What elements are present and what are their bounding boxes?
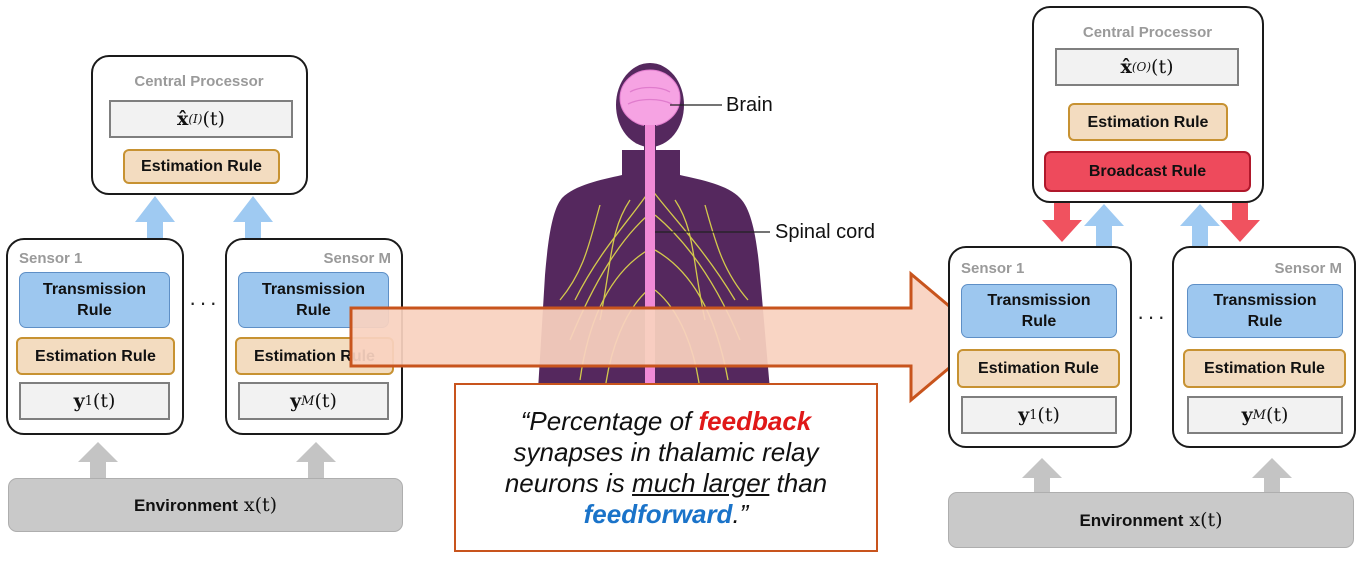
left-central-processor: Central Processor x̂ (I) (t) Estimation Ru… [91, 55, 308, 195]
left-sensor-m-time: (t) [314, 389, 337, 412]
right-sensor-m-y: y [1241, 403, 1253, 426]
left-sensor-1-subscript: 1 [84, 393, 93, 409]
right-estimate-symbol: x̂ [1120, 55, 1132, 78]
right-sensor-1-y: y [1018, 403, 1030, 426]
left-environment-label: Environment [133, 495, 238, 515]
left-sensor-m-measurement: y M (t) [238, 382, 389, 420]
right-sensor-m: Sensor M Transmission Rule Estimation Ru… [1172, 246, 1356, 448]
left-processor-title: Central Processor [134, 73, 264, 90]
left-feedforward-arrows [135, 196, 273, 272]
quote-box: “Percentage of feedback synapses in thal… [454, 383, 878, 552]
right-processor-estimation-rule: Estimation Rule [1068, 103, 1228, 141]
left-estimate-time: (t) [202, 107, 225, 130]
brain-label: Brain [726, 94, 773, 116]
right-uplink-arrow-m [1180, 204, 1220, 282]
right-sensor-m-transmission-label: Transmission Rule [1213, 292, 1317, 330]
left-sensor-1: Sensor 1 Transmission Rule Estimation Ru… [6, 238, 184, 435]
right-sensor-1-subscript: 1 [1029, 407, 1038, 423]
right-estimate-time: (t) [1151, 55, 1174, 78]
right-sensor-1-time: (t) [1037, 403, 1060, 426]
left-sensor-ellipsis: ··· [189, 290, 220, 315]
left-sensor-1-estimation-rule: Estimation Rule [16, 337, 175, 375]
right-sensor-m-subscript: M [1252, 407, 1266, 423]
right-central-processor: Central Processor x̂ (O) (t) Estimation Ru… [1032, 6, 1264, 203]
spinal-cord-label: Spinal cord [775, 221, 876, 243]
right-sensor-1-measurement: y 1 (t) [961, 396, 1117, 434]
left-processor-estimation-rule: Estimation Rule [123, 149, 280, 184]
right-sensor-1: Sensor 1 Transmission Rule Estimation Ru… [948, 246, 1132, 448]
left-sensor-m-y: y [290, 389, 302, 412]
left-sensor-m-subscript: M [301, 393, 315, 409]
left-sensor-1-transmission-label: Transmission Rule [42, 281, 147, 319]
left-uplink-arrow-m [233, 196, 273, 272]
right-environment-state: x(t) [1189, 508, 1223, 531]
quote-line-2: synapses in thalamic relay [513, 436, 819, 467]
right-sensor-m-time: (t) [1265, 403, 1289, 426]
left-sensor-1-measurement: y 1 (t) [19, 382, 170, 420]
quote-line-3b: than [769, 467, 828, 498]
right-sensor-m-measurement: y M (t) [1187, 396, 1343, 434]
right-environment: Environment x(t) [948, 492, 1354, 548]
right-processor-title: Central Processor [1082, 24, 1213, 41]
quote-line-4: feedforward.” [584, 499, 749, 530]
transition-arrow-shape [349, 270, 989, 404]
left-estimate-symbol: x̂ [177, 107, 189, 130]
left-uplink-arrow-1 [135, 196, 175, 272]
right-estimate-superscript: (O) [1131, 59, 1152, 74]
left-sensor-1-transmission-rule: Transmission Rule [19, 272, 170, 328]
right-sensor-m-transmission-rule: Transmission Rule [1187, 284, 1343, 338]
spinal-cord [645, 120, 655, 390]
left-sensor-m-transmission-label: Transmission Rule [261, 281, 366, 319]
left-environment-arrows [78, 442, 336, 478]
left-environment: Environment x(t) [8, 478, 403, 532]
quote-line-3: neurons is much larger than [505, 468, 827, 499]
left-estimate-superscript: (I) [188, 111, 203, 126]
right-sensor-ellipsis: ··· [1137, 304, 1168, 329]
quote-line-3a: neurons is [504, 467, 633, 498]
left-environment-state: x(t) [243, 493, 278, 516]
left-sensor-1-y: y [73, 389, 85, 412]
right-sensor-1-transmission-label: Transmission Rule [987, 292, 1091, 330]
left-sensor-m-title: Sensor M [323, 250, 391, 267]
right-sensor-1-transmission-rule: Transmission Rule [961, 284, 1117, 338]
right-feedforward-arrows [1084, 204, 1220, 282]
right-processor-estimate: x̂ (O) (t) [1055, 48, 1239, 86]
quote-open: “Percentage of [520, 405, 699, 436]
left-sensor-1-time: (t) [92, 389, 116, 412]
right-uplink-arrow-1 [1084, 204, 1124, 282]
right-environment-arrows [1022, 458, 1292, 492]
quote-line-1: “Percentage of feedback [521, 406, 812, 437]
quote-underlined: much larger [632, 467, 770, 498]
right-downlink-arrow-1 [1042, 190, 1082, 242]
right-sensor-1-estimation-rule: Estimation Rule [957, 349, 1120, 388]
right-processor-broadcast-rule: Broadcast Rule [1044, 151, 1251, 192]
quote-feedback-word: feedback [698, 405, 812, 436]
right-environment-label: Environment [1079, 510, 1184, 530]
right-feedback-arrows [1042, 190, 1260, 242]
right-sensor-m-estimation-rule: Estimation Rule [1183, 349, 1346, 388]
brain [619, 69, 681, 127]
quote-close: .” [732, 498, 749, 529]
left-sensor-1-title: Sensor 1 [19, 250, 83, 267]
right-sensor-m-title: Sensor M [1274, 260, 1342, 277]
right-sensor-1-title: Sensor 1 [961, 260, 1025, 277]
quote-feedforward-word: feedforward [583, 498, 733, 529]
right-downlink-arrow-m [1220, 190, 1260, 242]
left-processor-estimate: x̂ (I) (t) [109, 100, 293, 138]
